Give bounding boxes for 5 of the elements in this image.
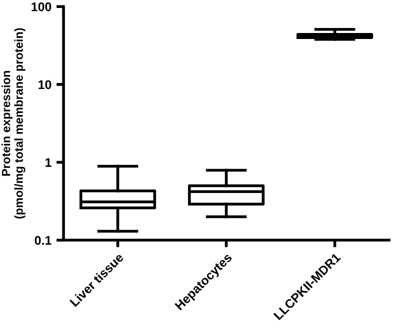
y-tick-label: 0.1 [34, 236, 52, 245]
y-axis-title: Protein expression (pmol/mg total membrane protein) [2, 28, 26, 219]
y-tick-label: 100 [32, 2, 52, 12]
y-tick-label: 10 [38, 80, 52, 90]
y-tick-label: 1 [46, 158, 52, 167]
